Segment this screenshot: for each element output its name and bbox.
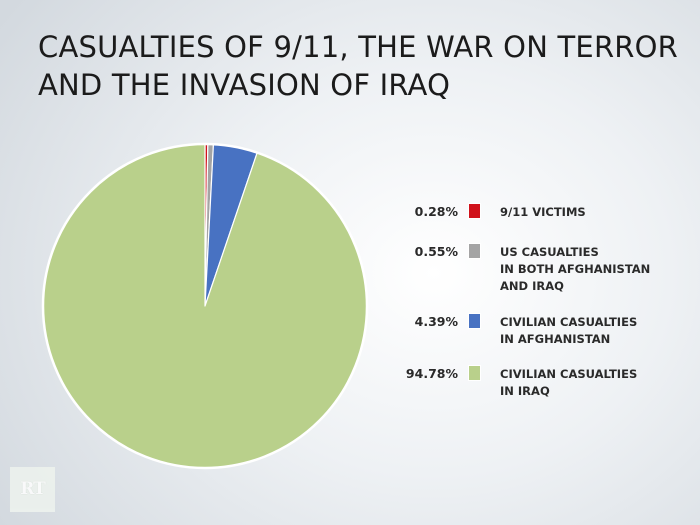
rt-logo: RT — [10, 467, 55, 512]
legend-swatch — [468, 365, 481, 381]
legend-label: CIVILIAN CASUALTIES IN IRAQ — [500, 366, 686, 400]
chart-title-line-1: CASUALTIES OF 9/11, THE WAR ON TERROR — [38, 30, 679, 64]
legend-swatch — [468, 203, 481, 219]
legend-value: 0.55% — [414, 244, 458, 259]
legend-item-1: 0.28% 9/11 VICTIMS — [396, 200, 686, 250]
legend-item-4: 94.78% CIVILIAN CASUALTIES IN IRAQ — [396, 362, 686, 412]
legend-item-3: 4.39% CIVILIAN CASUALTIES IN AFGHANISTAN — [396, 310, 686, 360]
legend-label-line: CIVILIAN CASUALTIES — [500, 367, 638, 381]
legend-swatch — [468, 243, 481, 259]
legend-label: CIVILIAN CASUALTIES IN AFGHANISTAN — [500, 314, 686, 348]
legend-label: US CASUALTIES IN BOTH AFGHANISTAN AND IRAQ — [500, 244, 686, 295]
legend-label-line: US CASUALTIES — [500, 245, 599, 259]
pie-slice-4 — [42, 143, 368, 469]
legend-label-line: IN BOTH AFGHANISTAN — [500, 262, 651, 276]
chart-title: CASUALTIES OF 9/11, THE WAR ON TERROR AN… — [38, 28, 678, 104]
legend-label-line: AND IRAQ — [500, 279, 564, 293]
legend-value: 0.28% — [414, 204, 458, 219]
legend-label-line: IN IRAQ — [500, 384, 550, 398]
pie-outline — [41, 142, 369, 470]
legend-label-line: CIVILIAN CASUALTIES — [500, 315, 638, 329]
legend-label-line: IN AFGHANISTAN — [500, 332, 611, 346]
legend-label: 9/11 VICTIMS — [500, 204, 686, 221]
legend-value: 94.78% — [405, 366, 458, 381]
legend-label-line: 9/11 VICTIMS — [500, 205, 586, 219]
legend-swatch — [468, 313, 481, 329]
legend-item-2: 0.55% US CASUALTIES IN BOTH AFGHANISTAN AND… — [396, 240, 686, 293]
chart-title-line-2: AND THE INVASION OF IRAQ — [38, 68, 451, 102]
legend-value: 4.39% — [414, 314, 458, 329]
rt-logo-text: RT — [20, 479, 45, 499]
